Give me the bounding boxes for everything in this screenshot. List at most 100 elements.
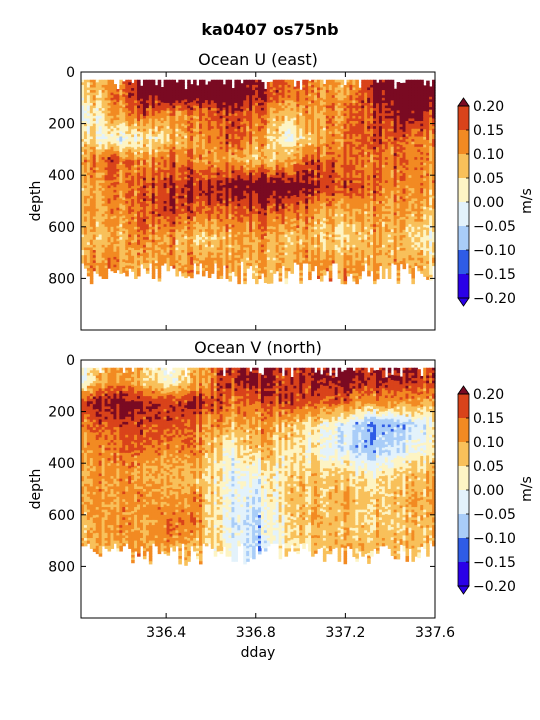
heat-cell — [95, 118, 100, 122]
heat-cell — [101, 87, 106, 91]
heat-cell — [154, 136, 159, 140]
heat-cell — [163, 231, 168, 236]
heat-cell — [98, 123, 103, 127]
heat-cell — [113, 117, 117, 121]
heat-cell — [145, 193, 150, 197]
heat-cell — [89, 95, 94, 99]
heat-cell — [101, 95, 106, 99]
heat-cell — [134, 175, 138, 179]
heat-cell — [81, 82, 85, 86]
heat-cell — [92, 219, 97, 223]
heat-cell — [131, 268, 135, 272]
heat-cell — [92, 149, 97, 153]
heat-cell — [86, 164, 91, 169]
heat-cell — [122, 166, 126, 170]
heat-cell — [89, 157, 94, 161]
heat-cell — [145, 226, 150, 230]
heat-cell — [98, 180, 103, 184]
heat-cell — [119, 221, 123, 225]
heat-cell — [145, 262, 150, 267]
heat-cell — [86, 154, 91, 158]
heat-cell — [113, 267, 117, 271]
heat-cell — [89, 172, 94, 176]
heat-cell — [119, 244, 123, 249]
heat-cell — [145, 244, 150, 249]
heat-cell — [107, 234, 112, 238]
heat-cell — [151, 151, 156, 156]
heat-cell — [81, 190, 85, 194]
heat-cell — [134, 231, 138, 236]
heat-cell — [89, 118, 94, 122]
heat-cell — [154, 141, 159, 146]
heat-cell — [104, 260, 109, 264]
heat-cell — [125, 208, 129, 212]
heat-cell — [163, 242, 168, 246]
heat-cell — [157, 231, 162, 236]
heat-cell — [98, 219, 103, 223]
heat-cell — [119, 139, 123, 143]
heat-cell — [86, 229, 91, 233]
heat-cell — [134, 128, 138, 132]
heat-cell — [128, 213, 132, 218]
heat-cell — [95, 221, 100, 225]
heat-cell — [128, 216, 132, 220]
heat-cell — [160, 195, 165, 199]
heat-cell — [151, 175, 156, 179]
heat-cell — [137, 234, 141, 238]
heat-cell — [131, 211, 135, 216]
heat-cell — [110, 213, 115, 218]
heat-cell — [107, 206, 112, 210]
heat-cell — [157, 262, 162, 267]
heat-cell — [119, 211, 123, 215]
heat-cell — [137, 84, 141, 89]
heat-cell — [116, 163, 120, 168]
heat-cell — [142, 257, 147, 261]
heat-cell — [107, 250, 112, 254]
heat-cell — [104, 87, 109, 91]
heat-cell — [145, 257, 150, 261]
heat-cell — [137, 216, 141, 220]
heat-cell — [98, 128, 103, 132]
heat-cell — [166, 198, 171, 202]
heat-cell — [125, 151, 129, 156]
heat-cell — [160, 259, 165, 264]
heat-cell — [131, 147, 135, 151]
heat-cell — [148, 257, 153, 261]
heat-cell — [128, 175, 132, 179]
heat-cell — [113, 187, 117, 191]
heat-cell — [92, 121, 97, 125]
heat-cell — [134, 203, 138, 207]
heat-cell — [163, 162, 168, 166]
heat-cell — [166, 206, 171, 210]
heat-cell — [98, 118, 103, 122]
heat-cell — [151, 149, 156, 153]
heat-cell — [86, 198, 91, 202]
heat-cell — [148, 146, 153, 150]
heat-cell — [107, 151, 112, 156]
heat-cell — [122, 261, 126, 266]
heat-cell — [107, 211, 112, 215]
heat-cell — [110, 260, 115, 264]
heat-cell — [154, 237, 159, 241]
heat-cell — [81, 234, 85, 238]
heat-cell — [110, 84, 115, 89]
heat-cell — [122, 125, 126, 129]
heat-cell — [131, 240, 135, 244]
heat-cell — [98, 273, 103, 277]
heat-cell — [89, 151, 94, 156]
heat-cell — [140, 137, 144, 141]
heat-cell — [140, 119, 144, 123]
heat-cell — [101, 213, 106, 218]
heat-cell — [95, 151, 100, 156]
heat-cell — [128, 242, 132, 246]
heat-cell — [255, 280, 259, 285]
heat-cell — [131, 266, 135, 270]
heat-cell — [128, 118, 132, 122]
heat-cell — [107, 102, 112, 107]
heat-cell — [125, 237, 129, 241]
heat-cell — [154, 162, 159, 166]
heat-cell — [122, 143, 126, 147]
heat-cell — [81, 237, 85, 241]
heat-cell — [157, 237, 162, 241]
heat-cell — [134, 198, 138, 202]
